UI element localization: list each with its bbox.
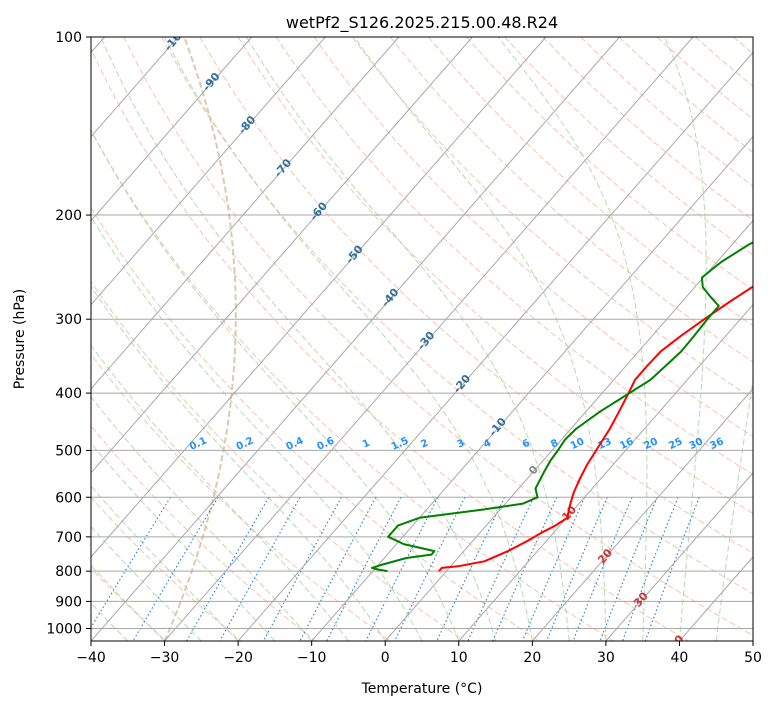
x-tick-label: −40 — [76, 650, 106, 666]
y-axis-label: Pressure (hPa) — [12, 289, 28, 389]
x-tick-label: 0 — [381, 650, 390, 666]
x-tick-label: −10 — [297, 650, 327, 666]
y-tick-label: 400 — [55, 386, 82, 402]
x-tick-label: −20 — [223, 650, 253, 666]
x-tick-label: 20 — [523, 650, 541, 666]
y-tick-label: 500 — [55, 443, 82, 459]
y-tick-label: 200 — [55, 208, 82, 224]
y-tick-label: 100 — [55, 30, 82, 46]
y-tick-label: 300 — [55, 312, 82, 328]
x-tick-label: 10 — [450, 650, 468, 666]
y-tick-label: 700 — [55, 530, 82, 546]
y-tick-label: 900 — [55, 594, 82, 610]
x-axis-label: Temperature (°C) — [361, 681, 483, 697]
y-tick-label: 800 — [55, 564, 82, 580]
y-tick-label: 1000 — [46, 621, 82, 637]
x-tick-label: 40 — [671, 650, 689, 666]
x-tick-label: 50 — [744, 650, 762, 666]
chart-title: wetPf2_S126.2025.215.00.48.R24 — [286, 13, 558, 33]
x-tick-label: −30 — [150, 650, 180, 666]
y-tick-label: 600 — [55, 490, 82, 506]
x-tick-label: 30 — [597, 650, 615, 666]
